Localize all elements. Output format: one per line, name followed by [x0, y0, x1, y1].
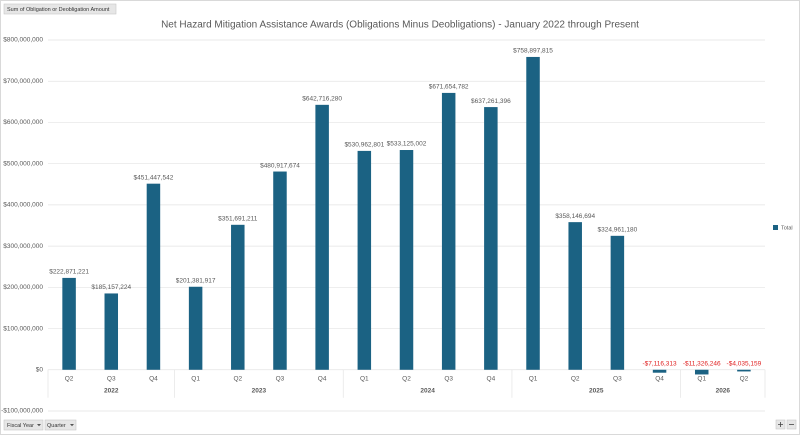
y-tick-label: -$100,000,000	[1, 408, 43, 415]
bar	[231, 224, 245, 370]
data-label: -$7,116,313	[642, 360, 677, 367]
x-tick-label: Q1	[360, 375, 369, 382]
button-label: Sum of Obligation or Deobligation Amount	[7, 7, 110, 13]
bar	[315, 104, 329, 370]
legend-swatch	[773, 225, 778, 230]
x-tick-label: Q4	[149, 375, 158, 382]
plus-icon	[778, 422, 783, 427]
y-tick-label: $200,000,000	[3, 284, 43, 291]
data-label: $637,261,396	[471, 98, 511, 105]
x-tick-label: Q4	[487, 375, 496, 382]
x-tick-label: Q2	[233, 375, 242, 382]
x-group-label: 2025	[589, 387, 604, 394]
bar	[188, 286, 203, 370]
x-tick-label: Q2	[740, 375, 749, 382]
data-label: $185,157,224	[91, 284, 131, 291]
button-label: Quarter	[47, 423, 66, 429]
x-tick-label: Q3	[107, 375, 116, 382]
x-group-label: 2022	[104, 387, 119, 394]
y-tick-label: $400,000,000	[3, 202, 43, 209]
data-label: -$11,326,246	[683, 360, 721, 367]
data-label: $351,691,211	[218, 216, 258, 223]
data-label: $480,917,674	[260, 162, 300, 169]
value-field-button[interactable]: Sum of Obligation or Deobligation Amount	[3, 3, 117, 15]
bar	[568, 222, 582, 370]
bar	[399, 150, 414, 370]
dropdown-arrow	[37, 424, 41, 427]
x-tick-label: Q2	[65, 375, 74, 382]
data-label: $533,125,002	[387, 141, 427, 148]
button-background	[3, 419, 44, 431]
x-tick-label: Q2	[402, 375, 411, 382]
x-tick-label: Q1	[191, 375, 200, 382]
data-label: $222,871,221	[49, 269, 89, 276]
data-label: $758,897,815	[513, 48, 553, 55]
data-label: $451,447,542	[134, 174, 174, 181]
x-group-label: 2026	[716, 387, 731, 394]
chart-title: Net Hazard Mitigation Assistance Awards …	[161, 20, 639, 31]
y-tick-label: $100,000,000	[3, 325, 43, 332]
data-label: $642,716,280	[302, 96, 342, 103]
bar	[104, 293, 119, 370]
x-tick-label: Q4	[318, 375, 327, 382]
data-label: $358,146,694	[555, 213, 595, 220]
bar	[694, 369, 709, 375]
axis-field-button[interactable]: Fiscal Year	[3, 419, 44, 431]
bar	[62, 277, 76, 370]
y-tick-label: $300,000,000	[3, 243, 43, 250]
x-tick-label: Q4	[655, 375, 664, 382]
collapse-button[interactable]	[786, 419, 797, 430]
y-tick-label: $600,000,000	[3, 119, 43, 126]
bar	[526, 56, 540, 370]
x-tick-label: Q3	[444, 375, 453, 382]
data-label: $530,962,801	[344, 142, 384, 149]
data-label: $671,654,782	[429, 84, 469, 91]
data-label: -$4,035,159	[727, 360, 762, 367]
legend-label: Total	[781, 225, 793, 231]
x-tick-label: Q3	[613, 375, 622, 382]
y-tick-label: $800,000,000	[3, 37, 43, 44]
button-background	[3, 3, 117, 15]
bar	[610, 235, 625, 370]
bar	[357, 150, 372, 370]
y-tick-label: $0	[36, 366, 44, 373]
x-group-label: 2024	[420, 387, 435, 394]
axis-field-button[interactable]: Quarter	[44, 419, 77, 431]
button-background	[44, 419, 77, 431]
data-label: $324,961,180	[597, 227, 637, 234]
y-tick-label: $700,000,000	[3, 78, 43, 85]
bar	[146, 183, 161, 370]
bar	[273, 171, 287, 370]
bar	[737, 369, 751, 372]
x-tick-label: Q1	[529, 375, 538, 382]
dropdown-arrow	[70, 424, 74, 427]
data-label: $201,381,917	[176, 277, 216, 284]
y-tick-label: $500,000,000	[3, 160, 43, 167]
x-group-label: 2023	[252, 387, 267, 394]
bar	[484, 107, 498, 370]
expand-button[interactable]	[775, 419, 786, 430]
button-label: Fiscal Year	[7, 423, 34, 429]
x-tick-label: Q2	[571, 375, 580, 382]
bar	[441, 92, 456, 370]
x-tick-label: Q3	[276, 375, 285, 382]
x-tick-label: Q1	[697, 375, 706, 382]
bar	[652, 369, 667, 373]
